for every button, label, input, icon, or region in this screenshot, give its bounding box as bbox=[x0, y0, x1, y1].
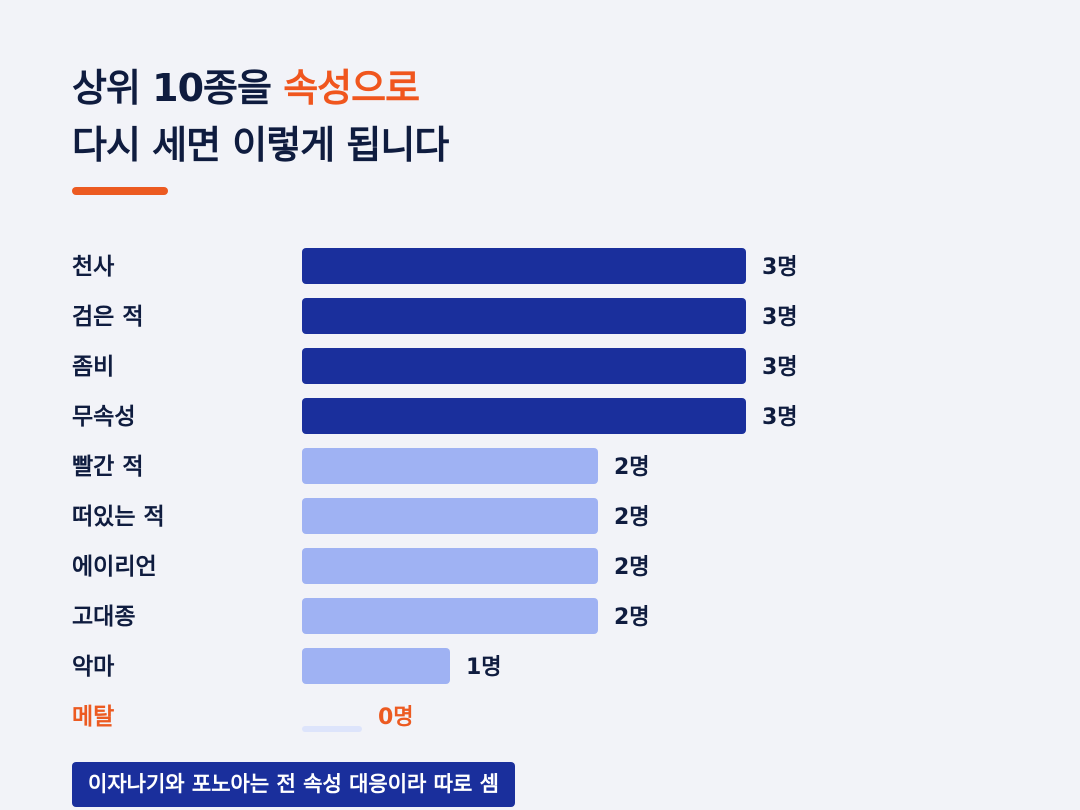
category-label: 악마 bbox=[72, 654, 114, 680]
bar bbox=[302, 448, 598, 484]
title-accent: 속성으로 bbox=[283, 66, 420, 110]
value-label: 2명 bbox=[614, 605, 650, 630]
value-label: 0명 bbox=[378, 705, 414, 730]
value-label: 2명 bbox=[614, 505, 650, 530]
bar bbox=[302, 298, 746, 334]
title-underline bbox=[72, 187, 168, 195]
bar bbox=[302, 548, 598, 584]
value-label: 3명 bbox=[762, 305, 798, 330]
footnote-badge: 이자나기와 포노아는 전 속성 대응이라 따로 셈 bbox=[72, 762, 515, 807]
category-label: 빨간 적 bbox=[72, 454, 144, 480]
bar bbox=[302, 648, 450, 684]
value-label: 3명 bbox=[762, 255, 798, 280]
bar bbox=[302, 726, 362, 732]
category-label: 무속성 bbox=[72, 404, 135, 430]
value-label: 2명 bbox=[614, 555, 650, 580]
category-label: 고대종 bbox=[72, 604, 135, 630]
category-label: 검은 적 bbox=[72, 304, 144, 330]
value-label: 1명 bbox=[466, 655, 502, 680]
bar bbox=[302, 348, 746, 384]
value-label: 2명 bbox=[614, 455, 650, 480]
bar bbox=[302, 598, 598, 634]
title-prefix: 상위 10종을 bbox=[72, 66, 284, 110]
bar bbox=[302, 498, 598, 534]
value-label: 3명 bbox=[762, 405, 798, 430]
category-label: 메탈 bbox=[72, 704, 114, 730]
category-label: 좀비 bbox=[72, 354, 114, 380]
title-line-2: 다시 세면 이렇게 됩니다 bbox=[72, 123, 449, 167]
bar bbox=[302, 248, 746, 284]
category-label: 천사 bbox=[72, 254, 114, 280]
value-label: 3명 bbox=[762, 355, 798, 380]
bar bbox=[302, 398, 746, 434]
chart-title: 상위 10종을 속성으로 다시 세면 이렇게 됩니다 bbox=[72, 60, 449, 174]
title-line-1: 상위 10종을 속성으로 bbox=[72, 60, 448, 117]
category-label: 떠있는 적 bbox=[72, 504, 165, 530]
category-label: 에이리언 bbox=[72, 554, 157, 580]
